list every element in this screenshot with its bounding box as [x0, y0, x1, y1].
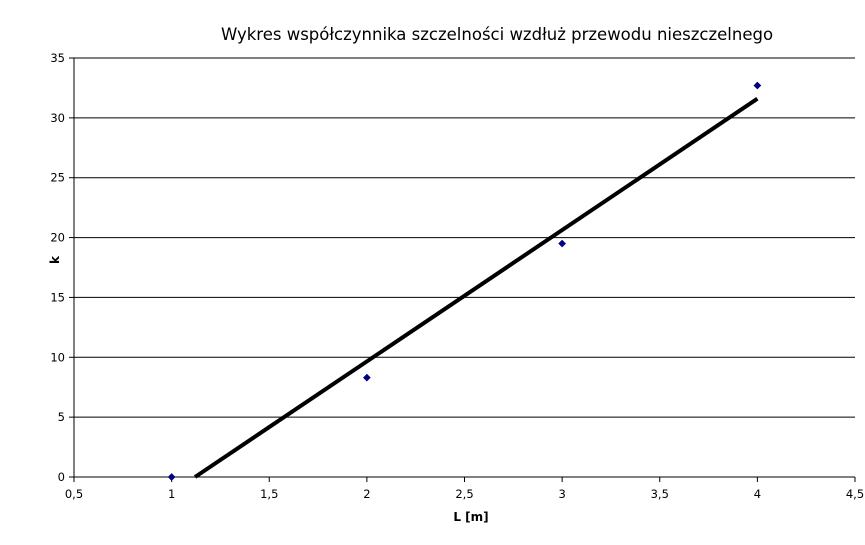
trendline: [193, 97, 759, 479]
x-tick-label: 3,5: [651, 487, 669, 501]
y-tick-label: 5: [58, 410, 65, 424]
y-axis-label: k: [48, 255, 62, 264]
y-tick-label: 30: [50, 111, 65, 125]
x-tick-label: 4: [754, 487, 761, 501]
data-point-diamond: [167, 473, 176, 481]
x-tick-label: 4,5: [846, 487, 864, 501]
chart-title: Wykres współczynnika szczelności wzdłuż …: [221, 25, 773, 44]
x-tick-label: 3: [558, 487, 565, 501]
axis-layer: [69, 57, 856, 482]
data-point-diamond: [362, 373, 371, 382]
y-tick-label: 20: [50, 231, 65, 245]
data-point-diamond: [558, 239, 567, 248]
y-tick-label: 10: [50, 350, 65, 364]
y-tick-label: 0: [58, 470, 65, 484]
x-tick-label: 1: [168, 487, 175, 501]
x-tick-label: 2,5: [455, 487, 473, 501]
x-tick-label: 0,5: [65, 487, 83, 501]
tick-labels-layer: 0 5 10 15 20 25 30 35 0,5 1 1,5 2 2,5 3 3,5 4 4,5: [50, 51, 864, 501]
data-point-diamond: [753, 81, 762, 90]
x-tick-label: 2: [363, 487, 370, 501]
y-tick-label: 25: [50, 171, 65, 185]
x-tick-label: 1,5: [260, 487, 278, 501]
data-points-layer: [167, 81, 762, 481]
y-tick-label: 35: [50, 51, 65, 65]
trendline-layer: [193, 97, 759, 479]
y-tick-label: 15: [50, 290, 65, 304]
x-axis-label: L [m]: [453, 510, 488, 524]
